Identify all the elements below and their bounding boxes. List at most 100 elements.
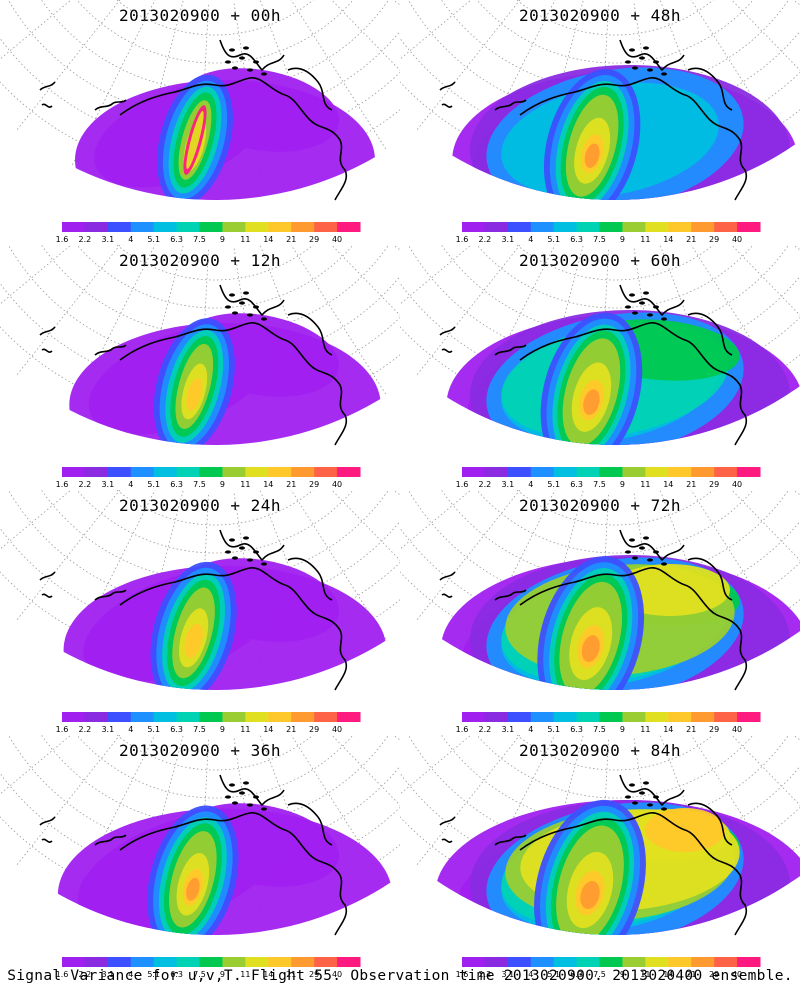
colorbar-swatch	[553, 467, 578, 477]
coastline	[287, 557, 333, 601]
longitude-line	[0, 0, 72, 60]
longitude-line	[392, 490, 400, 496]
longitude-line	[15, 245, 121, 377]
figure-caption: Signal Variance for u,v,T. Flight 55. Ob…	[7, 968, 793, 984]
colorbar-swatch	[714, 467, 738, 477]
island	[261, 562, 267, 566]
colorbar-label: 9	[220, 970, 225, 979]
coastline	[519, 567, 711, 611]
islands	[225, 46, 267, 76]
colorbar-swatch	[314, 222, 338, 232]
colorbar-swatch	[576, 712, 601, 722]
coastline	[94, 834, 127, 846]
island	[643, 46, 649, 50]
colorbar-label: 3.1	[501, 970, 514, 979]
colorbar-swatch	[337, 222, 361, 232]
variance-field	[446, 310, 800, 445]
map-plot: 1.6 2.2 3.1 4 5.1 6.3 7.5 9 11 14 21 29 40	[400, 0, 800, 244]
colorbar-label: 40	[732, 725, 742, 734]
colorbar-label: 1.6	[56, 480, 69, 489]
colorbar: 1.6 2.2 3.1 4 5.1 6.3 7.5 9 11 14 21 29 40	[456, 957, 761, 979]
island	[661, 317, 667, 321]
island	[661, 562, 667, 566]
map-plot: 1.6 2.2 3.1 4 5.1 6.3 7.5 9 11 14 21 29 40	[0, 490, 400, 734]
colorbar-label: 21	[286, 970, 296, 979]
coastline	[709, 609, 748, 691]
island	[253, 795, 259, 799]
colorbar-swatch	[199, 222, 223, 232]
island	[232, 801, 238, 805]
colorbar-label: 2.2	[479, 235, 492, 244]
coastline	[119, 812, 311, 856]
colorbar-swatch	[107, 222, 132, 232]
longitude-line	[400, 245, 472, 305]
colorbar-label: 40	[732, 970, 742, 979]
colorbar-swatch	[176, 222, 201, 232]
colorbar-label: 9	[220, 725, 225, 734]
colorbar-swatch	[222, 222, 246, 232]
longitude-line	[690, 245, 787, 396]
islands	[625, 291, 667, 321]
latitude-line	[516, 245, 714, 281]
islands	[225, 781, 267, 811]
longitude-line	[0, 245, 105, 275]
map-panel: 2013020900 + 60h 1.6 2.2 3.1 4 5.1 6.3 7.5 9 11 14…	[400, 245, 800, 490]
longitude-line	[0, 490, 105, 520]
colorbar-swatch	[576, 957, 601, 967]
longitude-line	[690, 490, 787, 641]
island	[629, 293, 635, 297]
coastlines	[39, 774, 348, 936]
panel-title: 2013020900 + 00h	[118, 6, 282, 25]
colorbar-swatch	[268, 957, 292, 967]
colorbar-label: 40	[332, 480, 342, 489]
map-panel: 2013020900 + 00h 1.6 2.2 3.1 4 5.1 6.3 7.5 9 11 14…	[0, 0, 400, 245]
colorbar-label: 5.1	[147, 970, 160, 979]
island	[225, 550, 231, 554]
colorbar-swatch	[645, 467, 669, 477]
island	[247, 803, 253, 807]
colorbar-swatch	[176, 467, 201, 477]
coastline	[39, 81, 56, 108]
colorbar-label: 1.6	[56, 970, 69, 979]
colorbar-label: 7.5	[193, 235, 206, 244]
coastline	[519, 322, 711, 366]
colorbar-swatch	[576, 467, 601, 477]
island	[625, 550, 631, 554]
island	[629, 783, 635, 787]
colorbar-label: 9	[620, 725, 625, 734]
islands	[625, 781, 667, 811]
colorbar-label: 4	[528, 235, 533, 244]
colorbar-swatch	[714, 957, 738, 967]
colorbar-label: 2.2	[79, 235, 92, 244]
colorbar-label: 14	[263, 235, 273, 244]
variance-field	[75, 68, 375, 200]
map-plot: 1.6 2.2 3.1 4 5.1 6.3 7.5 9 11 14 21 29 40	[400, 735, 800, 979]
panel-title: 2013020900 + 36h	[118, 741, 282, 760]
field-contour	[584, 143, 600, 168]
colorbar-label: 40	[332, 970, 342, 979]
map-panel: 2013020900 + 84h 1.6 2.2 3.1 4 5.1 6.3 7.5 9 11 14…	[400, 735, 800, 980]
colorbar-swatch	[622, 712, 646, 722]
island	[253, 60, 259, 64]
colorbar-label: 1.6	[456, 725, 469, 734]
colorbar-label: 40	[732, 235, 742, 244]
island	[225, 305, 231, 309]
island	[647, 803, 653, 807]
colorbar-swatch	[314, 712, 338, 722]
panel-title: 2013020900 + 60h	[518, 251, 682, 270]
coastline	[709, 364, 748, 446]
latitude-line	[116, 0, 314, 36]
island	[229, 48, 235, 52]
island	[261, 807, 267, 811]
island	[225, 795, 231, 799]
colorbar-label: 3.1	[101, 480, 114, 489]
colorbar-swatch	[153, 712, 178, 722]
colorbar-swatch	[507, 712, 532, 722]
coastline	[287, 802, 333, 846]
colorbar-swatch	[176, 957, 201, 967]
colorbar-label: 2.2	[479, 480, 492, 489]
colorbar-swatch	[291, 467, 315, 477]
colorbar-swatch	[314, 467, 338, 477]
longitude-line	[792, 735, 800, 741]
island	[632, 801, 638, 805]
